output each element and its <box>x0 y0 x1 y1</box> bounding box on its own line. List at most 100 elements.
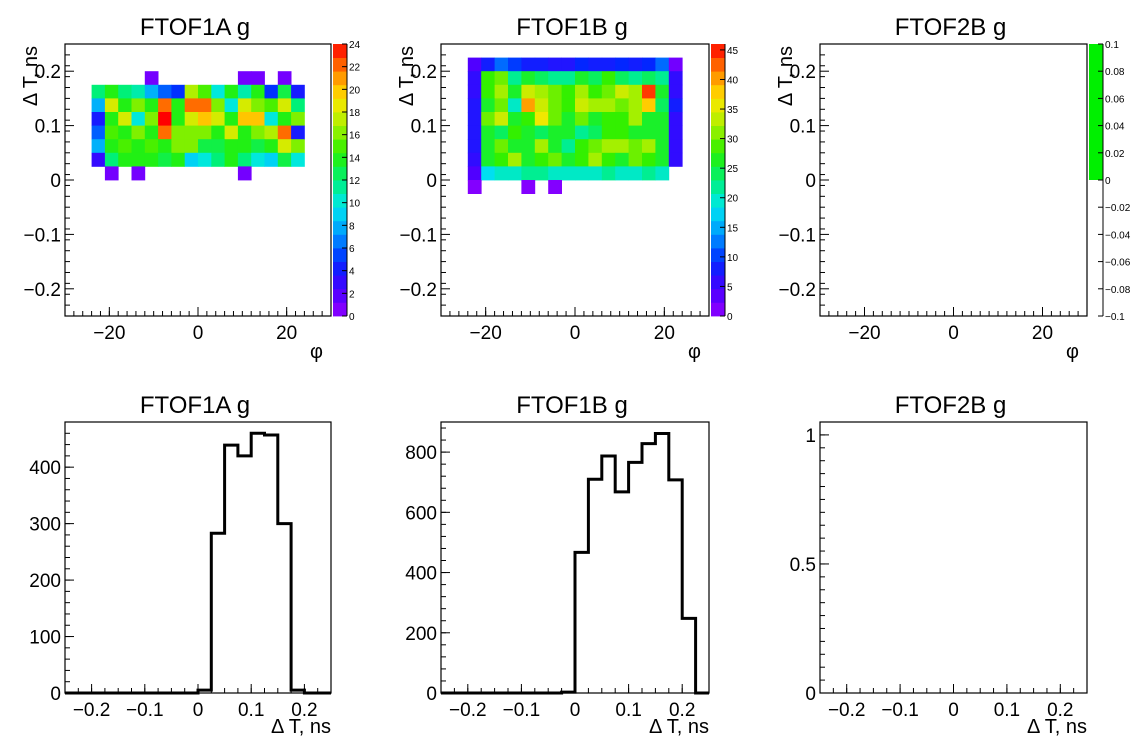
heatmap-cell <box>198 139 212 154</box>
heatmap-cell <box>251 84 265 99</box>
heatmap-cell <box>588 84 603 99</box>
heatmap-cell <box>237 166 252 181</box>
palette-tick-label: 6 <box>349 244 355 255</box>
y-tick-label: 400 <box>405 564 437 585</box>
heatmap-cell <box>91 139 106 154</box>
x-tick-label: 0.1 <box>994 700 1020 721</box>
heatmap-cell <box>158 98 172 113</box>
heatmap-cell <box>628 98 643 113</box>
heatmap-cell <box>158 84 172 99</box>
y-tick-label: 0.2 <box>411 62 437 83</box>
heatmap-cell <box>588 152 603 167</box>
palette-tick-label: 20 <box>349 85 361 96</box>
histogram-bin <box>225 445 238 693</box>
heatmap-cell <box>237 71 252 86</box>
palette-swatch <box>711 84 725 99</box>
heatmap-cell <box>467 112 482 126</box>
heatmap-cell <box>144 112 159 126</box>
chart-title: FTOF1B g <box>516 14 628 41</box>
heatmap-cell <box>588 166 603 181</box>
heatmap-cell <box>494 57 509 72</box>
heatmap-cell <box>668 84 683 99</box>
palette-tick-label: 0 <box>349 312 355 323</box>
heatmap-cell <box>534 112 549 126</box>
heatmap-cell <box>642 71 656 86</box>
heatmap-cell <box>264 152 279 167</box>
heatmap-cell <box>655 125 670 140</box>
histogram-bin <box>588 479 601 693</box>
x-tick-label: −20 <box>93 323 125 344</box>
heatmap-cell <box>575 71 589 86</box>
heatmap-cell <box>291 125 305 140</box>
palette-swatch <box>333 152 347 167</box>
heatmap-cell <box>642 98 656 113</box>
heatmap-cell <box>494 112 509 126</box>
palette-swatch <box>333 193 347 208</box>
histogram-bin <box>629 462 642 693</box>
palette-swatch <box>711 98 725 113</box>
heatmap-cell <box>184 84 199 99</box>
heatmap-panel-2: −20 0 20 −0.2 −0.1 0 0.1 0.2 FTOF1B g φ Δ T, ns 0 5 1… <box>396 14 739 363</box>
heatmap-cell <box>144 139 159 154</box>
heatmap-cell <box>171 112 186 126</box>
heatmap-cell <box>575 166 589 181</box>
heatmap-cell <box>224 84 239 99</box>
heatmap-cell <box>481 125 495 140</box>
palette-swatch <box>711 193 725 208</box>
palette-tick-label: 0 <box>1105 176 1111 187</box>
heatmap-cell <box>237 139 252 154</box>
histogram-bin <box>575 552 588 693</box>
heatmap-cell <box>642 57 656 72</box>
palette-swatch <box>333 302 347 317</box>
histogram-outline <box>65 431 331 695</box>
heatmap-cell <box>467 57 482 72</box>
palette-tick-label: 16 <box>349 131 361 142</box>
heatmap-cell <box>655 166 670 181</box>
heatmap-cell <box>615 152 629 167</box>
x-tick-label: 20 <box>654 323 675 344</box>
heatmap-cell <box>521 180 536 194</box>
heatmap-cell <box>521 84 536 99</box>
x-axis-label: φ <box>1066 341 1079 363</box>
heatmap-cell <box>655 152 670 167</box>
y-tick-label: 0.1 <box>35 117 61 138</box>
heatmap-cell <box>575 84 589 99</box>
heatmap-cell <box>291 98 305 113</box>
heatmap-cell <box>277 71 292 86</box>
histogram-bin <box>682 618 695 693</box>
heatmap-cell <box>198 98 212 113</box>
heatmap-cell <box>655 98 670 113</box>
histogram-bin <box>655 433 668 693</box>
palette-swatch <box>711 180 725 194</box>
palette-swatch <box>333 180 347 194</box>
palette-swatch <box>333 207 347 222</box>
heatmap-cell <box>198 84 212 99</box>
y-tick-label: 0 <box>50 684 61 705</box>
heatmap-cell <box>467 139 482 154</box>
heatmap-cell <box>158 112 172 126</box>
histogram-panel-3: −0.2 −0.1 0 0.1 0.2 0 0.5 1 FTOF2B g Δ T, ns <box>790 392 1088 738</box>
palette-tick-label: 15 <box>727 223 739 234</box>
y-tick-label: 100 <box>29 628 61 649</box>
y-tick-label: −0.1 <box>778 225 816 246</box>
heatmap-frame <box>819 43 1088 317</box>
heatmap-cell <box>508 125 522 140</box>
heatmap-cell <box>237 125 252 140</box>
y-tick-label: 0 <box>805 684 816 705</box>
heatmap-cell <box>655 112 670 126</box>
palette-swatch <box>333 248 347 262</box>
x-tick-label: 0 <box>948 323 959 344</box>
palette-swatch <box>333 261 347 276</box>
y-tick-label: 300 <box>29 515 61 536</box>
heatmap-cell <box>548 57 562 72</box>
histogram-bin <box>251 433 264 693</box>
heatmap-cell <box>575 152 589 167</box>
palette-tick-label: 0.1 <box>1105 40 1119 51</box>
heatmap-cell <box>467 71 482 86</box>
palette-tick-label: −0.1 <box>1105 312 1125 323</box>
palette-tick-label: 0.04 <box>1105 122 1125 133</box>
heatmap-cell <box>534 84 549 99</box>
heatmap-cell <box>291 84 305 99</box>
heatmap-cell <box>628 71 643 86</box>
